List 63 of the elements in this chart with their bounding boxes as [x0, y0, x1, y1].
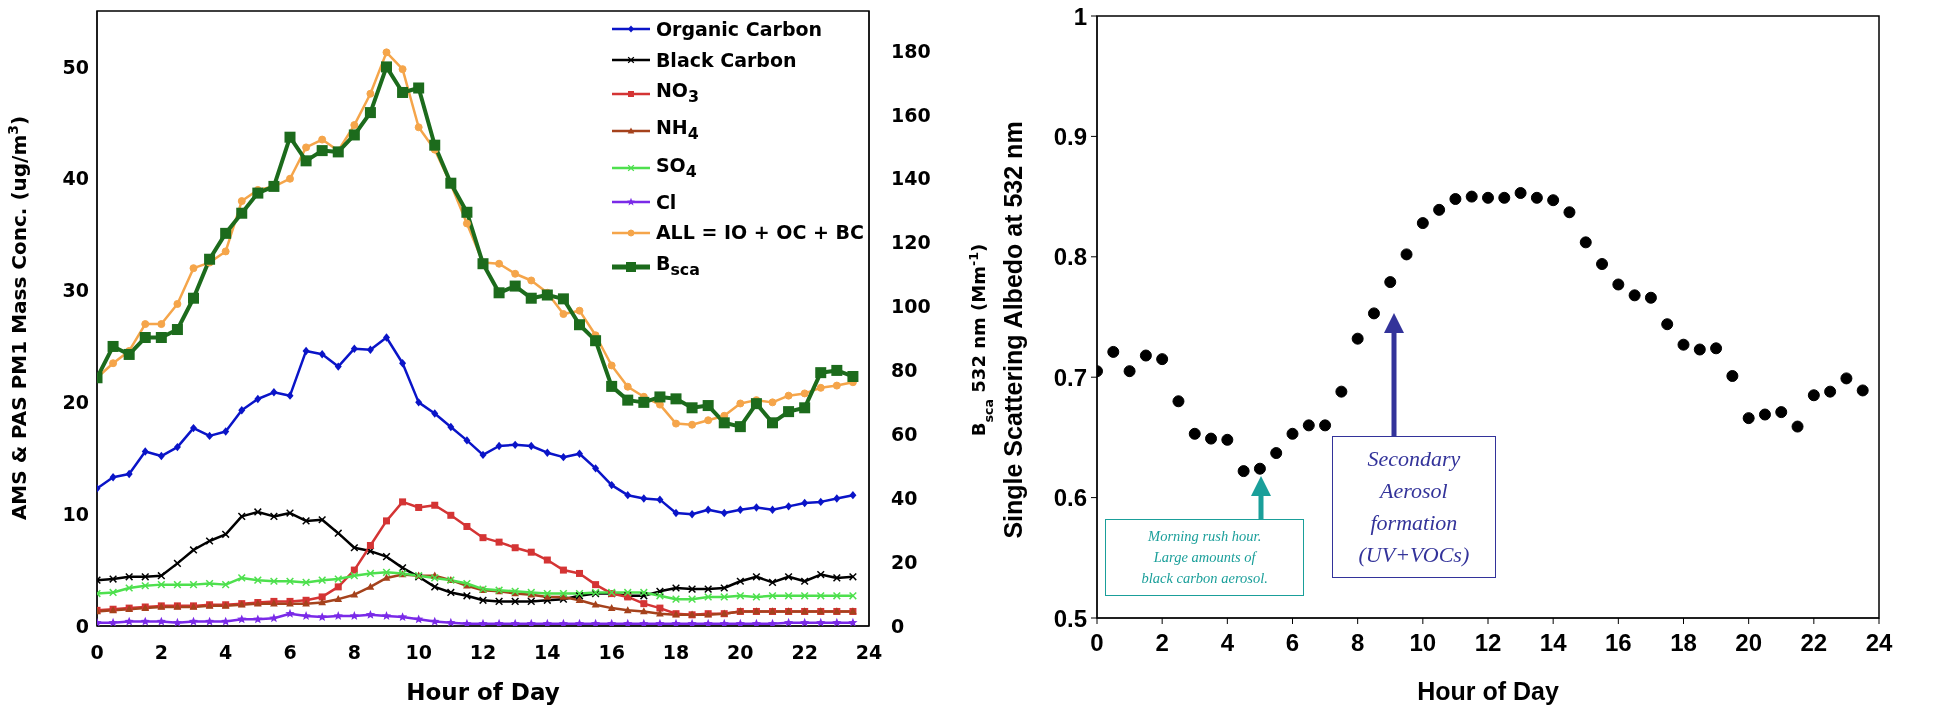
y2-tick-label: 60: [891, 423, 918, 446]
y-tick-label: 0.6: [1053, 484, 1087, 512]
x-tick-label: 12: [1474, 629, 1502, 657]
x-axis-title: Hour of Day: [406, 679, 560, 705]
x-tick-label: 6: [1285, 629, 1300, 657]
y-tick-label: 10: [62, 502, 89, 525]
x-tick-label: 8: [347, 641, 361, 664]
y-tick-label: 50: [62, 55, 89, 78]
x-tick-label: 10: [1409, 629, 1437, 657]
legend-label: NH$_{4}$: [655, 115, 699, 146]
y2-tick-label: 100: [891, 295, 931, 318]
legend-label: NO$_{3}$: [655, 78, 699, 108]
x-tick-label: 24: [855, 641, 883, 664]
x-tick-label: 16: [1604, 629, 1632, 657]
y-tick-label: 0.9: [1053, 122, 1087, 150]
y-axis-title: Single Scattering Albedo at 532 nm: [999, 121, 1027, 539]
x-tick-label: 0: [1090, 629, 1104, 657]
legend-label: ALL = IO + OC + BC: [655, 220, 864, 246]
x-tick-label: 2: [154, 641, 168, 664]
y2-tick-label: 80: [891, 359, 918, 382]
y-tick-label: 0: [75, 614, 89, 637]
x-tick-label: 16: [598, 641, 625, 664]
x-tick-label: 4: [219, 641, 233, 664]
annotation: Morning rush hour. Large amounts of black carbon aerosol.: [1140, 527, 1269, 589]
y2-tick-label: 160: [891, 103, 931, 126]
x-tick-label: 14: [534, 641, 561, 664]
legend-label: B$_{sca}$: [655, 250, 700, 281]
x-tick-label: 18: [1670, 629, 1697, 657]
y-tick-label: 0.8: [1053, 243, 1087, 271]
x-tick-label: 0: [90, 641, 104, 664]
note-box: Morning rush hour. Large amounts of black carbon aerosol.: [1105, 519, 1304, 597]
note-box: Secondary Aerosol formation (UV+VOCs): [1331, 436, 1497, 578]
annotation: Secondary Aerosol formation (UV+VOCs): [1357, 445, 1471, 569]
legend-label: Organic Carbon: [655, 17, 823, 42]
y2-tick-label: 180: [891, 39, 931, 62]
x-tick-label: 20: [727, 641, 754, 664]
y2-tick-label: 20: [891, 550, 918, 573]
y2-tick-label: 140: [891, 167, 931, 190]
x-tick-label: 18: [662, 641, 690, 664]
x-tick-label: 4: [1220, 629, 1235, 657]
x-tick-label: 10: [405, 641, 432, 664]
x-tick-label: 12: [469, 641, 497, 664]
y-tick-label: 40: [62, 167, 89, 190]
y-tick-label: 0.5: [1053, 604, 1087, 632]
y2-tick-label: 40: [891, 486, 918, 509]
y2-tick-label: 0: [891, 614, 905, 637]
x-tick-label: 22: [1800, 629, 1828, 657]
x-tick-label: 22: [791, 641, 818, 664]
y-tick-label: 30: [62, 279, 89, 302]
x-axis-title: Hour of Day: [1417, 677, 1559, 705]
y2-tick-label: 120: [891, 231, 931, 254]
legend-label: Black Carbon: [655, 47, 797, 73]
x-tick-label: 24: [1865, 629, 1893, 657]
legend-label: SO$_{4}$: [655, 152, 697, 183]
x-tick-label: 6: [283, 641, 297, 664]
x-tick-label: 14: [1539, 629, 1568, 657]
x-tick-label: 2: [1155, 629, 1169, 657]
y-tick-label: 20: [62, 391, 89, 414]
y-tick-label: 1: [1073, 2, 1087, 30]
legend-label: Cl: [655, 189, 677, 215]
x-tick-label: 8: [1350, 629, 1365, 657]
x-tick-label: 20: [1735, 629, 1763, 657]
y-tick-label: 0.7: [1053, 363, 1087, 391]
